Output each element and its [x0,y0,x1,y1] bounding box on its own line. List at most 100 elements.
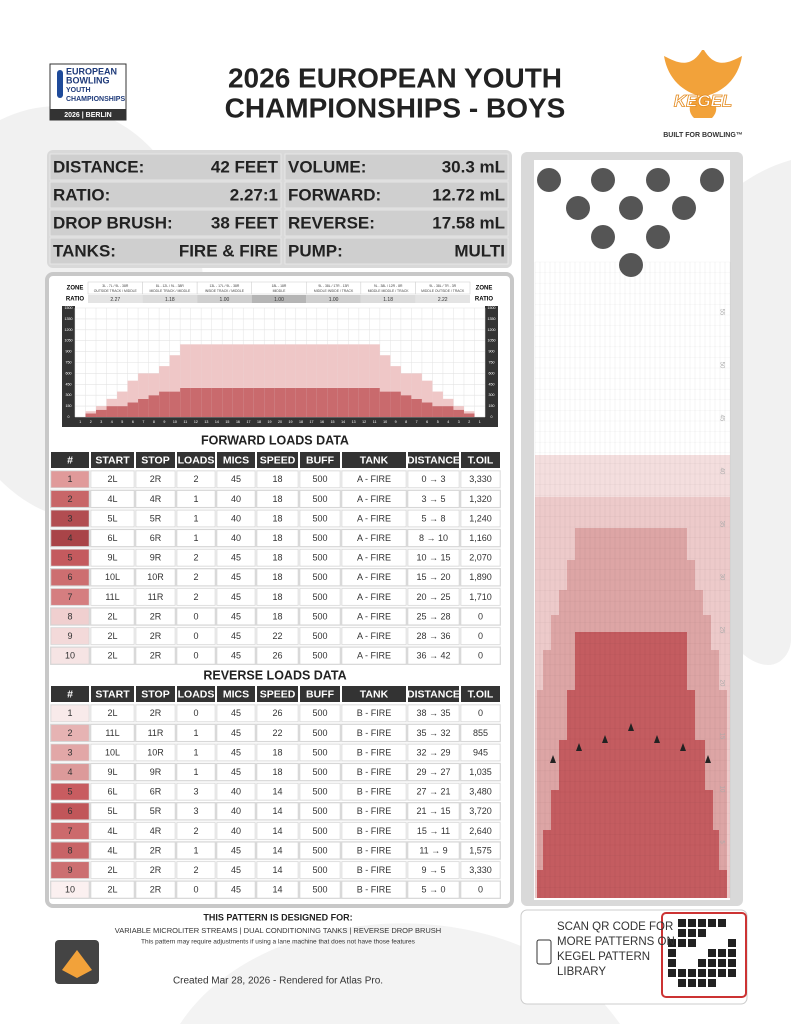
table-cell [299,743,341,762]
table-cell-text: 500 [312,494,327,504]
table-cell-text: 6L [107,787,117,797]
table-cell [176,470,216,488]
table-cell [341,647,407,665]
table-cell-text: 11R [148,592,164,602]
table-cell-text: 18 [272,747,282,757]
table-cell [176,529,216,547]
bar-segment [117,406,128,417]
qr-module [688,969,696,977]
spec-value: 17.58 mL [432,213,505,232]
table-cell [341,627,407,645]
table-cell [135,549,176,567]
table-header-cell [342,686,406,702]
x-tick-label: 9 [395,420,397,424]
table-cell-text: 5 [67,787,72,797]
table-cell [216,509,256,528]
table-cell-text: 11L [105,728,119,738]
bar-segment [243,387,254,417]
table-cell-text: 4 [67,767,72,777]
table-header: # [67,454,73,466]
x-axis-strip [62,417,498,427]
table-cell [341,568,407,586]
table-cell [341,822,407,840]
distance-mark: 55 [718,309,724,316]
bar-segment [211,387,223,417]
table-cell-text: 1,035 [469,767,492,777]
bar-segment [180,387,191,417]
qr-module [698,919,706,927]
bar-segment [442,398,454,407]
lane-oil [535,455,730,898]
zone-name: MIDDLE MIDDLE / TRACK [368,289,410,293]
y-tick-label: 150 [489,404,495,408]
table-cell [50,881,90,899]
table-cell [90,704,135,722]
table-cell [299,470,341,488]
bar-segment [190,344,202,388]
lane-arrow [654,735,660,743]
table-cell [216,627,256,645]
bar-segment [148,373,160,396]
table-cell-text: 0 [193,885,198,895]
y-tick-label: 600 [489,371,495,375]
bar-segment [232,344,244,388]
table-cell [90,568,135,586]
ratio-cell [251,295,307,303]
table-cell-text: 1 [193,728,198,738]
table-cell [341,763,407,781]
table-cell [90,588,135,606]
x-tick-label: 19 [289,420,293,424]
page-title: CHAMPIONSHIPS - BOYS [225,92,566,123]
table-cell-text: 45 [231,631,241,641]
table-cell [176,588,216,606]
zone-ratio: 2.22 [438,297,448,303]
table-header: BUFF [306,688,335,700]
qr-module [718,949,726,957]
table-cell-text: 5 → 0 [421,885,445,895]
table-cell-text: A - FIRE [357,553,391,563]
table-cell-text: 45 [231,747,241,757]
table-cell [341,861,407,879]
table-cell-text: 500 [312,728,327,738]
bar-segment [390,391,401,417]
background-shape [180,923,620,1024]
qr-module [698,959,706,967]
spec-label: DISTANCE: [53,157,144,176]
table-cell [50,802,90,820]
table-cell-text: 18 [272,611,282,621]
x-tick-label: 2 [468,420,470,424]
table-cell [90,470,135,488]
table-cell [50,509,90,528]
table-cell [407,822,460,840]
table-cell [50,470,90,488]
ratio-cell [360,295,416,303]
table-cell [299,841,341,860]
table-cell [407,549,460,567]
table-cell [216,841,256,860]
qr-text: LIBRARY [557,966,606,978]
qr-module [688,979,696,987]
table-cell-text: 18 [272,572,282,582]
table-header: SPEED [260,454,296,466]
table-cell [256,568,299,586]
qr-module [678,979,686,987]
table-cell [460,704,501,722]
table-cell [50,588,90,606]
table-cell-text: B - FIRE [357,787,392,797]
table-cell [299,802,341,820]
x-tick-label: 18 [299,420,303,424]
qr-module [728,939,736,947]
y-axis-strip [62,306,75,427]
table-cell-text: A - FIRE [357,533,391,543]
table-cell-text: 40 [231,494,241,504]
table-cell-text: 0 [193,631,198,641]
y-tick-label: 300 [66,393,72,397]
table-cell [135,647,176,665]
table-cell [256,724,299,742]
table-cell-text: 10L [105,747,120,757]
bar-segment [127,402,139,417]
bar-segment [159,391,170,417]
x-tick-label: 12 [362,420,366,424]
pin [566,196,590,220]
zone-name: 9L - 38L / 7R - 3R [429,284,456,288]
